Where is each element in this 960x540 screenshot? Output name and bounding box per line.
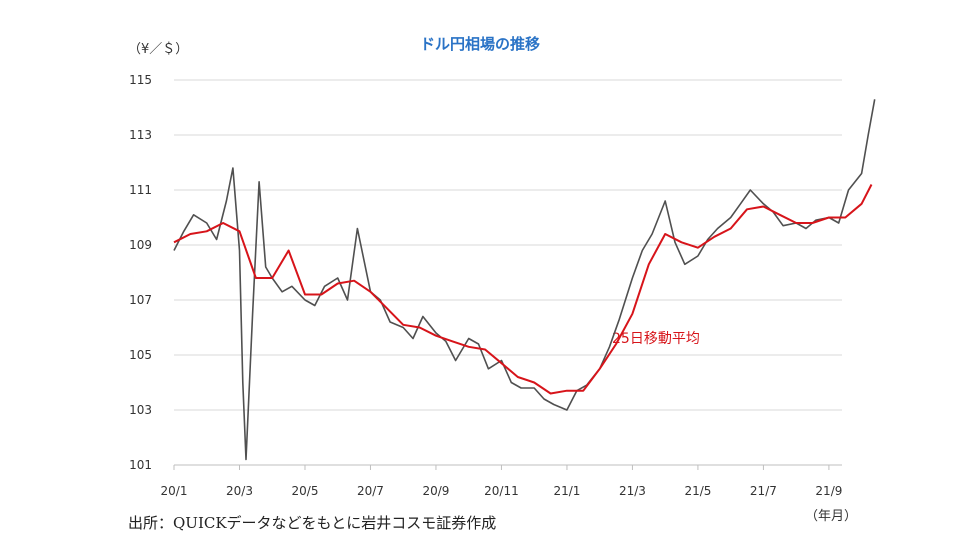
y-tick-label: 115 xyxy=(129,73,152,87)
usd-jpy-price-line xyxy=(173,99,876,461)
y-tick-label: 109 xyxy=(129,238,152,252)
moving-average-line xyxy=(173,184,873,395)
chart-title: ドル円相場の推移 xyxy=(419,35,540,53)
y-tick-label: 105 xyxy=(129,348,152,362)
y-tick-label: 113 xyxy=(129,128,152,142)
y-tick-label: 103 xyxy=(129,403,152,417)
source-note: 出所：QUICKデータなどをもとに岩井コスモ証券作成 xyxy=(128,514,497,532)
x-tick-label: 20/9 xyxy=(422,484,449,498)
x-tick-label: 21/5 xyxy=(684,484,711,498)
y-tick-label: 111 xyxy=(129,183,152,197)
x-tick-label: 20/11 xyxy=(484,484,519,498)
moving-average-label: 25日移動平均 xyxy=(612,331,700,347)
x-tick-label: 20/1 xyxy=(161,484,188,498)
x-tick-label: 21/9 xyxy=(815,484,842,498)
x-tick-label: 21/7 xyxy=(750,484,777,498)
x-tick-label: 21/3 xyxy=(619,484,646,498)
x-tick-label: 20/5 xyxy=(292,484,319,498)
x-tick-label: 21/1 xyxy=(553,484,580,498)
y-axis-unit-label: （¥／＄） xyxy=(128,42,189,57)
x-tick-label: 20/3 xyxy=(226,484,253,498)
y-tick-label: 101 xyxy=(129,458,152,472)
x-axis-unit-label: （年月） xyxy=(805,509,858,524)
y-tick-label: 107 xyxy=(129,293,152,307)
x-tick-label: 20/7 xyxy=(357,484,384,498)
